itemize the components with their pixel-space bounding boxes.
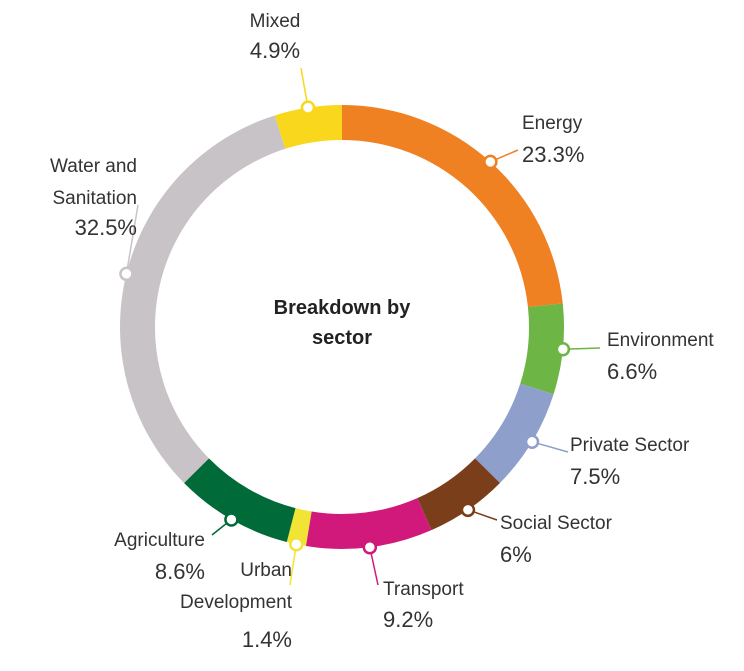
category-label: Private Sector — [570, 435, 690, 456]
segment — [119, 115, 286, 483]
segment — [520, 303, 564, 395]
category-label: Social Sector — [500, 513, 612, 534]
segment — [417, 458, 500, 531]
segment — [184, 458, 296, 543]
label-dot — [224, 512, 239, 527]
category-label: Transport — [383, 579, 464, 600]
segment — [274, 105, 342, 149]
category-label: Agriculture — [114, 530, 205, 551]
segment — [342, 105, 563, 308]
chart-title: Breakdown by sector — [273, 297, 411, 349]
label-dot — [300, 100, 316, 115]
value-label: 7.5% — [570, 464, 621, 489]
segment — [475, 383, 554, 483]
label-dot — [555, 342, 571, 357]
value-label: 1.4% — [241, 627, 292, 652]
value-label: 6.6% — [607, 359, 658, 384]
label-dot — [119, 266, 134, 282]
category-label: Environment — [607, 330, 714, 351]
category-label: Water and Sanitation — [50, 156, 137, 209]
leader-line — [125, 204, 139, 274]
value-label: 32.5% — [74, 215, 137, 240]
label-dot — [524, 434, 540, 450]
value-label: 6% — [500, 542, 532, 567]
category-label: Urban Development — [180, 560, 292, 613]
segment — [286, 508, 312, 547]
value-label: 8.6% — [154, 559, 205, 584]
label-dot — [483, 154, 498, 170]
category-label: Energy — [522, 113, 583, 134]
value-label: 4.9% — [249, 38, 301, 63]
segment — [305, 498, 432, 549]
value-label: 9.2% — [383, 607, 434, 632]
label-dot — [289, 536, 304, 552]
label-dot — [460, 502, 476, 518]
category-label: Mixed — [249, 11, 301, 32]
label-dot — [362, 539, 378, 555]
value-label: 23.3% — [522, 142, 585, 167]
